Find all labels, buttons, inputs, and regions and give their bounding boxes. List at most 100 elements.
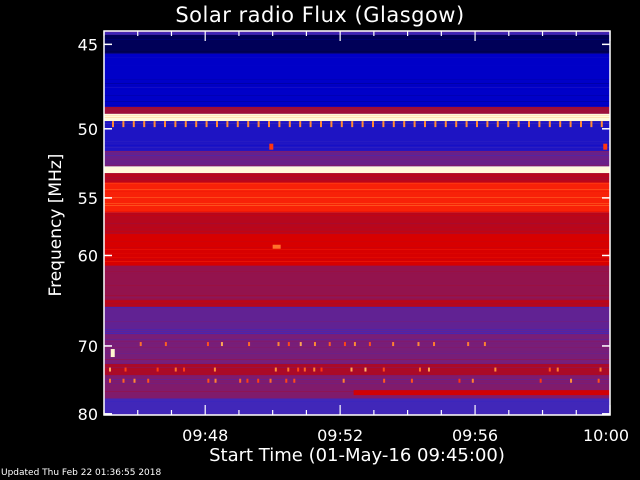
burst-tick	[247, 121, 250, 128]
burst-tick	[236, 121, 239, 128]
texture-row	[104, 381, 610, 382]
burst-tick	[132, 121, 135, 128]
y-tick-label: 80	[78, 405, 98, 424]
burst-tick	[153, 121, 156, 128]
burst-dot	[206, 342, 209, 347]
burst-dot	[458, 378, 461, 383]
burst-tick	[143, 121, 146, 128]
texture-row	[104, 359, 610, 360]
burst-dot	[313, 367, 316, 372]
burst-dot	[597, 378, 600, 383]
burst-tick	[496, 121, 499, 128]
texture-row	[104, 155, 610, 156]
burst-dot	[174, 367, 177, 372]
burst-marks	[109, 121, 610, 396]
burst-dot	[213, 367, 216, 372]
texture-row	[104, 65, 610, 66]
burst-dot	[183, 367, 186, 372]
texture-row	[104, 295, 610, 296]
texture-row	[104, 95, 610, 96]
chart-title: Solar radio Flux (Glasgow)	[175, 3, 465, 27]
texture-row	[104, 107, 610, 108]
bright-spot	[603, 143, 608, 150]
burst-tick	[455, 121, 458, 128]
band-17	[104, 398, 610, 414]
band-14	[104, 334, 610, 364]
burst-tick	[112, 121, 114, 128]
burst-dot	[287, 367, 290, 372]
texture-row	[104, 401, 610, 402]
y-axis-label: Frequency [MHz]	[46, 153, 66, 297]
band-5	[104, 150, 610, 167]
burst-tick	[351, 121, 354, 128]
x-tick-label: 09:52	[317, 426, 363, 445]
burst-dot	[353, 342, 356, 347]
bright-spot	[272, 244, 281, 249]
burst-tick	[413, 121, 416, 128]
plot-frame	[103, 30, 611, 416]
burst-dot	[156, 367, 159, 372]
burst-tick	[299, 121, 302, 128]
texture-row	[104, 231, 610, 232]
burst-tick	[382, 121, 385, 128]
texture-row	[104, 253, 610, 254]
texture-row	[104, 39, 610, 40]
burst-tick	[580, 121, 582, 128]
burst-tick	[444, 121, 447, 128]
burst-tick	[340, 121, 343, 128]
burst-dot	[570, 378, 573, 383]
texture-row	[104, 273, 610, 274]
burst-tick	[372, 121, 374, 128]
band-2	[104, 106, 610, 114]
texture-row	[104, 105, 610, 106]
burst-dot	[133, 378, 136, 383]
texture-row	[104, 113, 610, 114]
texture-row	[104, 241, 610, 242]
burst-dot	[257, 378, 260, 383]
bright-spot	[110, 349, 115, 358]
burst-dot	[207, 378, 210, 383]
texture-row	[104, 283, 610, 284]
band-4	[104, 121, 610, 151]
burst-tick	[517, 121, 520, 128]
burst-tick	[320, 121, 322, 128]
burst-tick	[434, 121, 437, 128]
texture-row	[104, 247, 610, 248]
burst-tick	[600, 121, 603, 128]
burst-tick	[590, 121, 593, 128]
updated-timestamp: Updated Thu Feb 22 01:36:55 2018	[1, 468, 162, 478]
burst-tick	[164, 121, 166, 128]
burst-dot	[164, 342, 167, 347]
texture-row	[104, 161, 610, 162]
texture-row	[104, 115, 610, 116]
texture-row	[104, 259, 610, 260]
burst-dot	[556, 367, 559, 372]
burst-dot	[285, 378, 288, 383]
texture-row	[104, 205, 610, 206]
y-axis: 45 50 55 60 70 80	[78, 35, 610, 424]
band-1	[104, 53, 610, 107]
texture-row	[104, 333, 610, 334]
burst-dot	[214, 378, 217, 383]
burst-tick	[278, 121, 281, 128]
texture-row	[104, 271, 610, 272]
texture-row	[104, 257, 610, 258]
texture-row	[104, 117, 610, 118]
burst-tick	[486, 121, 489, 128]
texture-row	[104, 141, 610, 142]
texture-row	[104, 179, 610, 180]
burst-dot	[382, 367, 385, 372]
texture-row	[104, 83, 610, 84]
texture-row	[104, 145, 610, 146]
burst-tick	[184, 121, 187, 128]
band-6	[104, 166, 610, 174]
burst-tick	[257, 121, 260, 128]
burst-dot	[239, 378, 242, 383]
texture-row	[104, 227, 610, 228]
burst-tick	[392, 121, 395, 128]
burst-dot	[109, 367, 111, 372]
burst-dot	[342, 378, 345, 383]
burst-tick	[538, 121, 541, 128]
texture-row	[104, 197, 610, 198]
x-tick-label: 09:56	[452, 426, 498, 445]
